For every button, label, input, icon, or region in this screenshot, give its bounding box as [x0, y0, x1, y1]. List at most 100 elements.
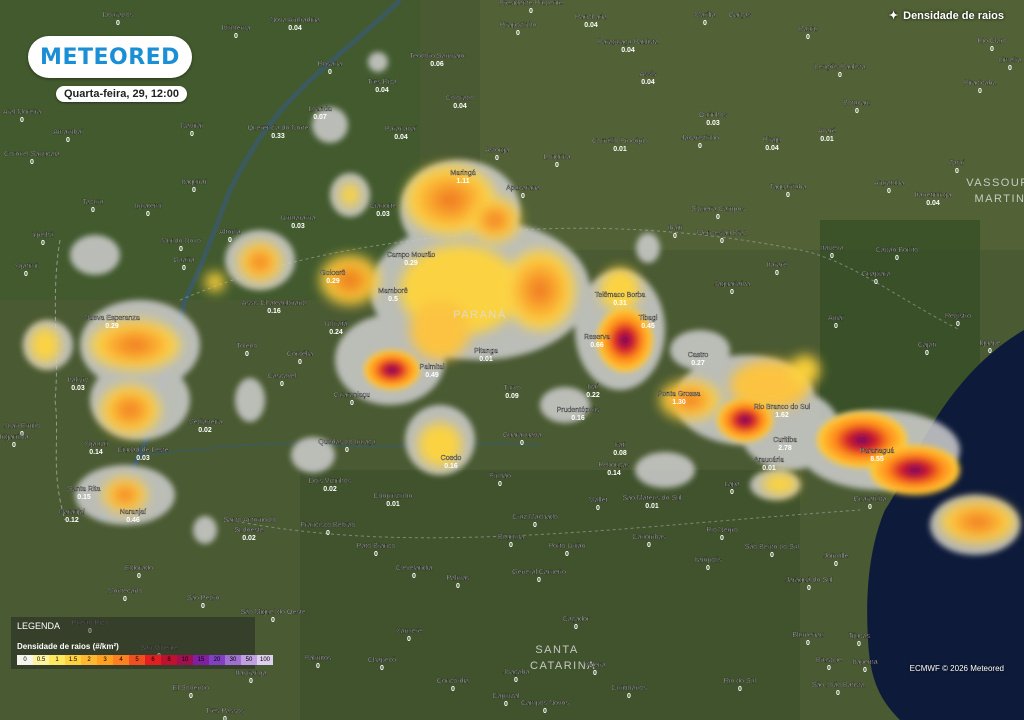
forecast-date[interactable]: Quarta-feira, 29, 12:00 — [56, 86, 187, 102]
city-marker[interactable]: Garças — [729, 12, 752, 19]
layer-title[interactable]: ✦ Densidade de raios — [889, 9, 1004, 23]
city-marker[interactable]: Santo Antônio do — [223, 517, 277, 524]
meteored-logo[interactable]: METEORED — [28, 36, 192, 78]
